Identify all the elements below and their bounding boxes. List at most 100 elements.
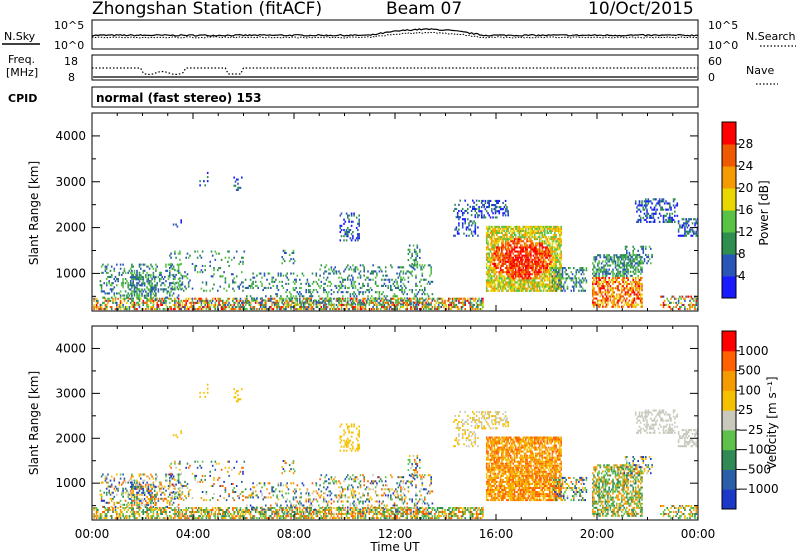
power-cell xyxy=(463,232,465,235)
power-cell xyxy=(629,270,632,273)
power-cell xyxy=(225,289,228,292)
power-cell xyxy=(170,264,172,267)
power-cell xyxy=(153,280,156,283)
power-cell xyxy=(167,278,170,281)
power-cell xyxy=(455,207,458,210)
power-cell xyxy=(110,306,113,309)
power-cell xyxy=(142,308,145,311)
power-cell xyxy=(459,199,461,202)
power-cell xyxy=(150,288,152,291)
power-cell xyxy=(517,240,520,243)
power-cell xyxy=(488,258,490,261)
power-cell xyxy=(122,282,124,285)
power-cell xyxy=(150,299,152,302)
power-cell xyxy=(113,267,116,270)
power-cell xyxy=(412,303,415,306)
power-cell xyxy=(323,299,325,302)
power-cell xyxy=(522,236,525,239)
power-cell xyxy=(150,297,152,300)
power-cell xyxy=(624,253,627,256)
power-cell xyxy=(595,281,598,284)
power-cell xyxy=(513,273,516,276)
power-cell xyxy=(239,297,242,300)
power-cell xyxy=(623,270,626,273)
power-cell xyxy=(350,280,353,283)
power-cell xyxy=(203,306,205,309)
power-cell xyxy=(324,266,326,269)
power-cell xyxy=(328,301,330,304)
power-cell xyxy=(557,229,560,232)
power-cell xyxy=(645,247,647,250)
power-cell xyxy=(599,256,602,259)
power-cell xyxy=(641,285,643,288)
power-cell xyxy=(420,278,422,281)
power-cell xyxy=(493,242,496,245)
power-cell xyxy=(364,297,367,300)
power-cell xyxy=(297,308,300,311)
power-cell xyxy=(364,306,367,309)
power-cell xyxy=(637,276,639,279)
power-cell xyxy=(667,299,670,302)
power-cell xyxy=(498,260,501,263)
power-cell xyxy=(623,272,626,275)
power-cell xyxy=(128,306,131,309)
power-cell xyxy=(634,289,637,292)
power-cell xyxy=(352,297,354,300)
power-cell xyxy=(237,182,239,185)
power-cell xyxy=(610,293,613,296)
power-cell xyxy=(551,242,554,245)
power-cell xyxy=(638,281,641,284)
power-cell xyxy=(329,308,331,311)
power-cell xyxy=(671,218,674,221)
power-cell xyxy=(599,278,602,281)
power-cell xyxy=(525,283,527,286)
power-cell xyxy=(621,266,623,269)
power-cell xyxy=(671,212,674,215)
power-cell xyxy=(607,272,609,275)
power-cell xyxy=(612,262,614,265)
power-cell xyxy=(301,272,304,275)
power-cell xyxy=(133,292,136,295)
power-cell xyxy=(148,284,151,287)
power-cell xyxy=(597,268,599,271)
power-cell xyxy=(153,298,156,301)
power-cell xyxy=(419,289,421,292)
power-cell xyxy=(395,286,397,289)
power-cell xyxy=(391,289,393,292)
power-cell xyxy=(121,282,123,285)
power-cell xyxy=(518,260,521,263)
power-cell xyxy=(323,276,325,279)
power-cell xyxy=(542,260,545,263)
power-cell xyxy=(416,254,419,257)
power-cell xyxy=(660,303,662,306)
power-cell xyxy=(504,279,507,282)
power-cell xyxy=(526,279,528,282)
power-cell xyxy=(522,258,525,261)
power-cell xyxy=(320,280,323,283)
power-cell xyxy=(459,297,461,300)
power-cell xyxy=(244,308,247,311)
power-cell xyxy=(165,288,167,291)
power-cell xyxy=(559,248,561,251)
power-cell xyxy=(396,272,398,275)
power-cell xyxy=(312,301,315,304)
power-cell xyxy=(651,212,653,215)
power-cell xyxy=(362,301,364,304)
power-cell xyxy=(339,280,342,283)
power-cell xyxy=(506,234,508,237)
power-cell xyxy=(107,301,109,304)
power-cell xyxy=(489,285,492,288)
power-cell xyxy=(632,249,634,252)
power-cell xyxy=(526,248,528,251)
power-cell xyxy=(162,290,165,293)
power-cell xyxy=(555,275,557,278)
power-cell xyxy=(518,273,521,276)
power-cell xyxy=(383,308,386,311)
power-cell xyxy=(581,271,584,274)
cpid-text: normal (fast stereo) 153 xyxy=(96,91,262,105)
power-cell xyxy=(446,299,449,302)
power-cell xyxy=(109,288,112,291)
power-cell xyxy=(292,286,295,289)
power-cell xyxy=(646,214,648,217)
power-cell xyxy=(499,283,502,286)
